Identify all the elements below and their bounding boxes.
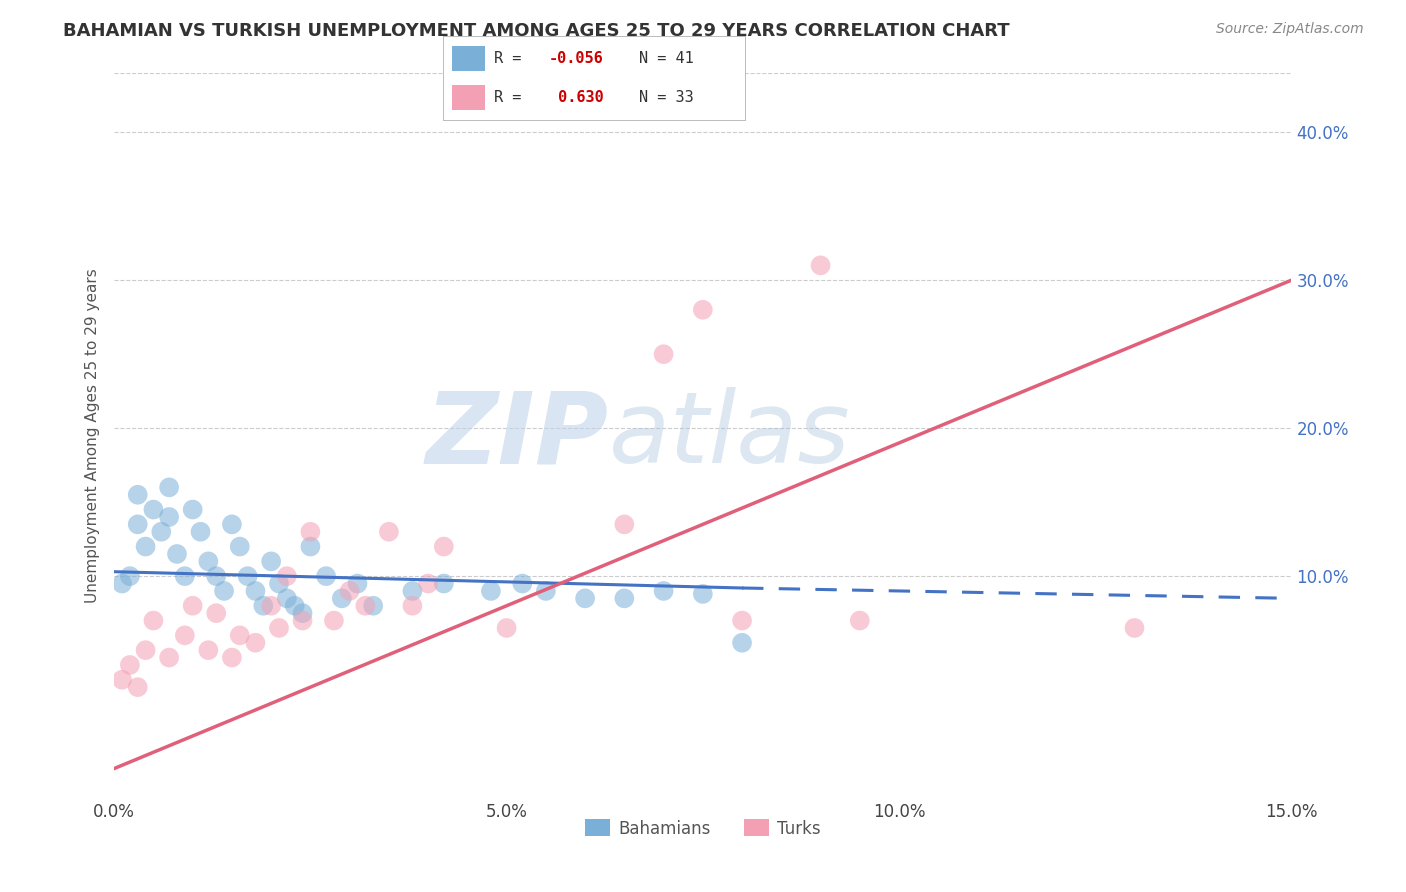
Point: [574, 591, 596, 606]
Point: [418, 576, 440, 591]
Point: [173, 569, 195, 583]
Point: [315, 569, 337, 583]
Point: [252, 599, 274, 613]
Point: [613, 591, 636, 606]
FancyBboxPatch shape: [451, 45, 485, 71]
Text: N = 41: N = 41: [640, 52, 695, 67]
Point: [142, 614, 165, 628]
Point: [197, 554, 219, 568]
Point: [299, 540, 322, 554]
Point: [236, 569, 259, 583]
Point: [260, 554, 283, 568]
Point: [197, 643, 219, 657]
Point: [1123, 621, 1146, 635]
Point: [118, 569, 141, 583]
Point: [652, 584, 675, 599]
Point: [267, 621, 290, 635]
Point: [433, 576, 456, 591]
Point: [613, 517, 636, 532]
Point: [692, 587, 714, 601]
Point: [127, 488, 149, 502]
Point: [534, 584, 557, 599]
Point: [849, 614, 872, 628]
Point: [142, 502, 165, 516]
Point: [111, 576, 134, 591]
Text: BAHAMIAN VS TURKISH UNEMPLOYMENT AMONG AGES 25 TO 29 YEARS CORRELATION CHART: BAHAMIAN VS TURKISH UNEMPLOYMENT AMONG A…: [63, 22, 1010, 40]
Point: [157, 480, 180, 494]
Point: [401, 599, 423, 613]
Text: R =: R =: [495, 89, 531, 104]
Point: [135, 540, 157, 554]
Point: [361, 599, 384, 613]
Legend: Bahamians, Turks: Bahamians, Turks: [578, 813, 828, 844]
Point: [245, 636, 267, 650]
Point: [190, 524, 212, 539]
Y-axis label: Unemployment Among Ages 25 to 29 years: Unemployment Among Ages 25 to 29 years: [86, 268, 100, 603]
Point: [111, 673, 134, 687]
Point: [284, 599, 307, 613]
Point: [510, 576, 533, 591]
Point: [276, 591, 298, 606]
Point: [323, 614, 346, 628]
Point: [181, 599, 204, 613]
Text: -0.056: -0.056: [548, 52, 603, 67]
Point: [276, 569, 298, 583]
Point: [150, 524, 173, 539]
Point: [267, 576, 290, 591]
Point: [479, 584, 502, 599]
Text: R =: R =: [495, 52, 531, 67]
Text: N = 33: N = 33: [640, 89, 695, 104]
Point: [245, 584, 267, 599]
Point: [127, 680, 149, 694]
Point: [291, 614, 314, 628]
Point: [731, 636, 754, 650]
Point: [339, 584, 361, 599]
Point: [221, 650, 243, 665]
Point: [205, 606, 228, 620]
Point: [166, 547, 188, 561]
Point: [173, 628, 195, 642]
Point: [157, 650, 180, 665]
Text: Source: ZipAtlas.com: Source: ZipAtlas.com: [1216, 22, 1364, 37]
Text: 0.630: 0.630: [548, 89, 603, 104]
Point: [135, 643, 157, 657]
Text: ZIP: ZIP: [426, 387, 609, 484]
Point: [229, 540, 252, 554]
Point: [354, 599, 377, 613]
Text: atlas: atlas: [609, 387, 851, 484]
Point: [127, 517, 149, 532]
Point: [692, 302, 714, 317]
Point: [346, 576, 368, 591]
Point: [118, 657, 141, 672]
Point: [205, 569, 228, 583]
Point: [299, 524, 322, 539]
Point: [810, 258, 832, 272]
Point: [731, 614, 754, 628]
Point: [495, 621, 517, 635]
FancyBboxPatch shape: [451, 85, 485, 111]
Point: [652, 347, 675, 361]
Point: [157, 510, 180, 524]
Point: [181, 502, 204, 516]
Point: [330, 591, 353, 606]
Point: [260, 599, 283, 613]
Point: [378, 524, 401, 539]
Point: [229, 628, 252, 642]
Point: [433, 540, 456, 554]
Point: [401, 584, 423, 599]
Point: [291, 606, 314, 620]
Point: [212, 584, 235, 599]
Point: [221, 517, 243, 532]
